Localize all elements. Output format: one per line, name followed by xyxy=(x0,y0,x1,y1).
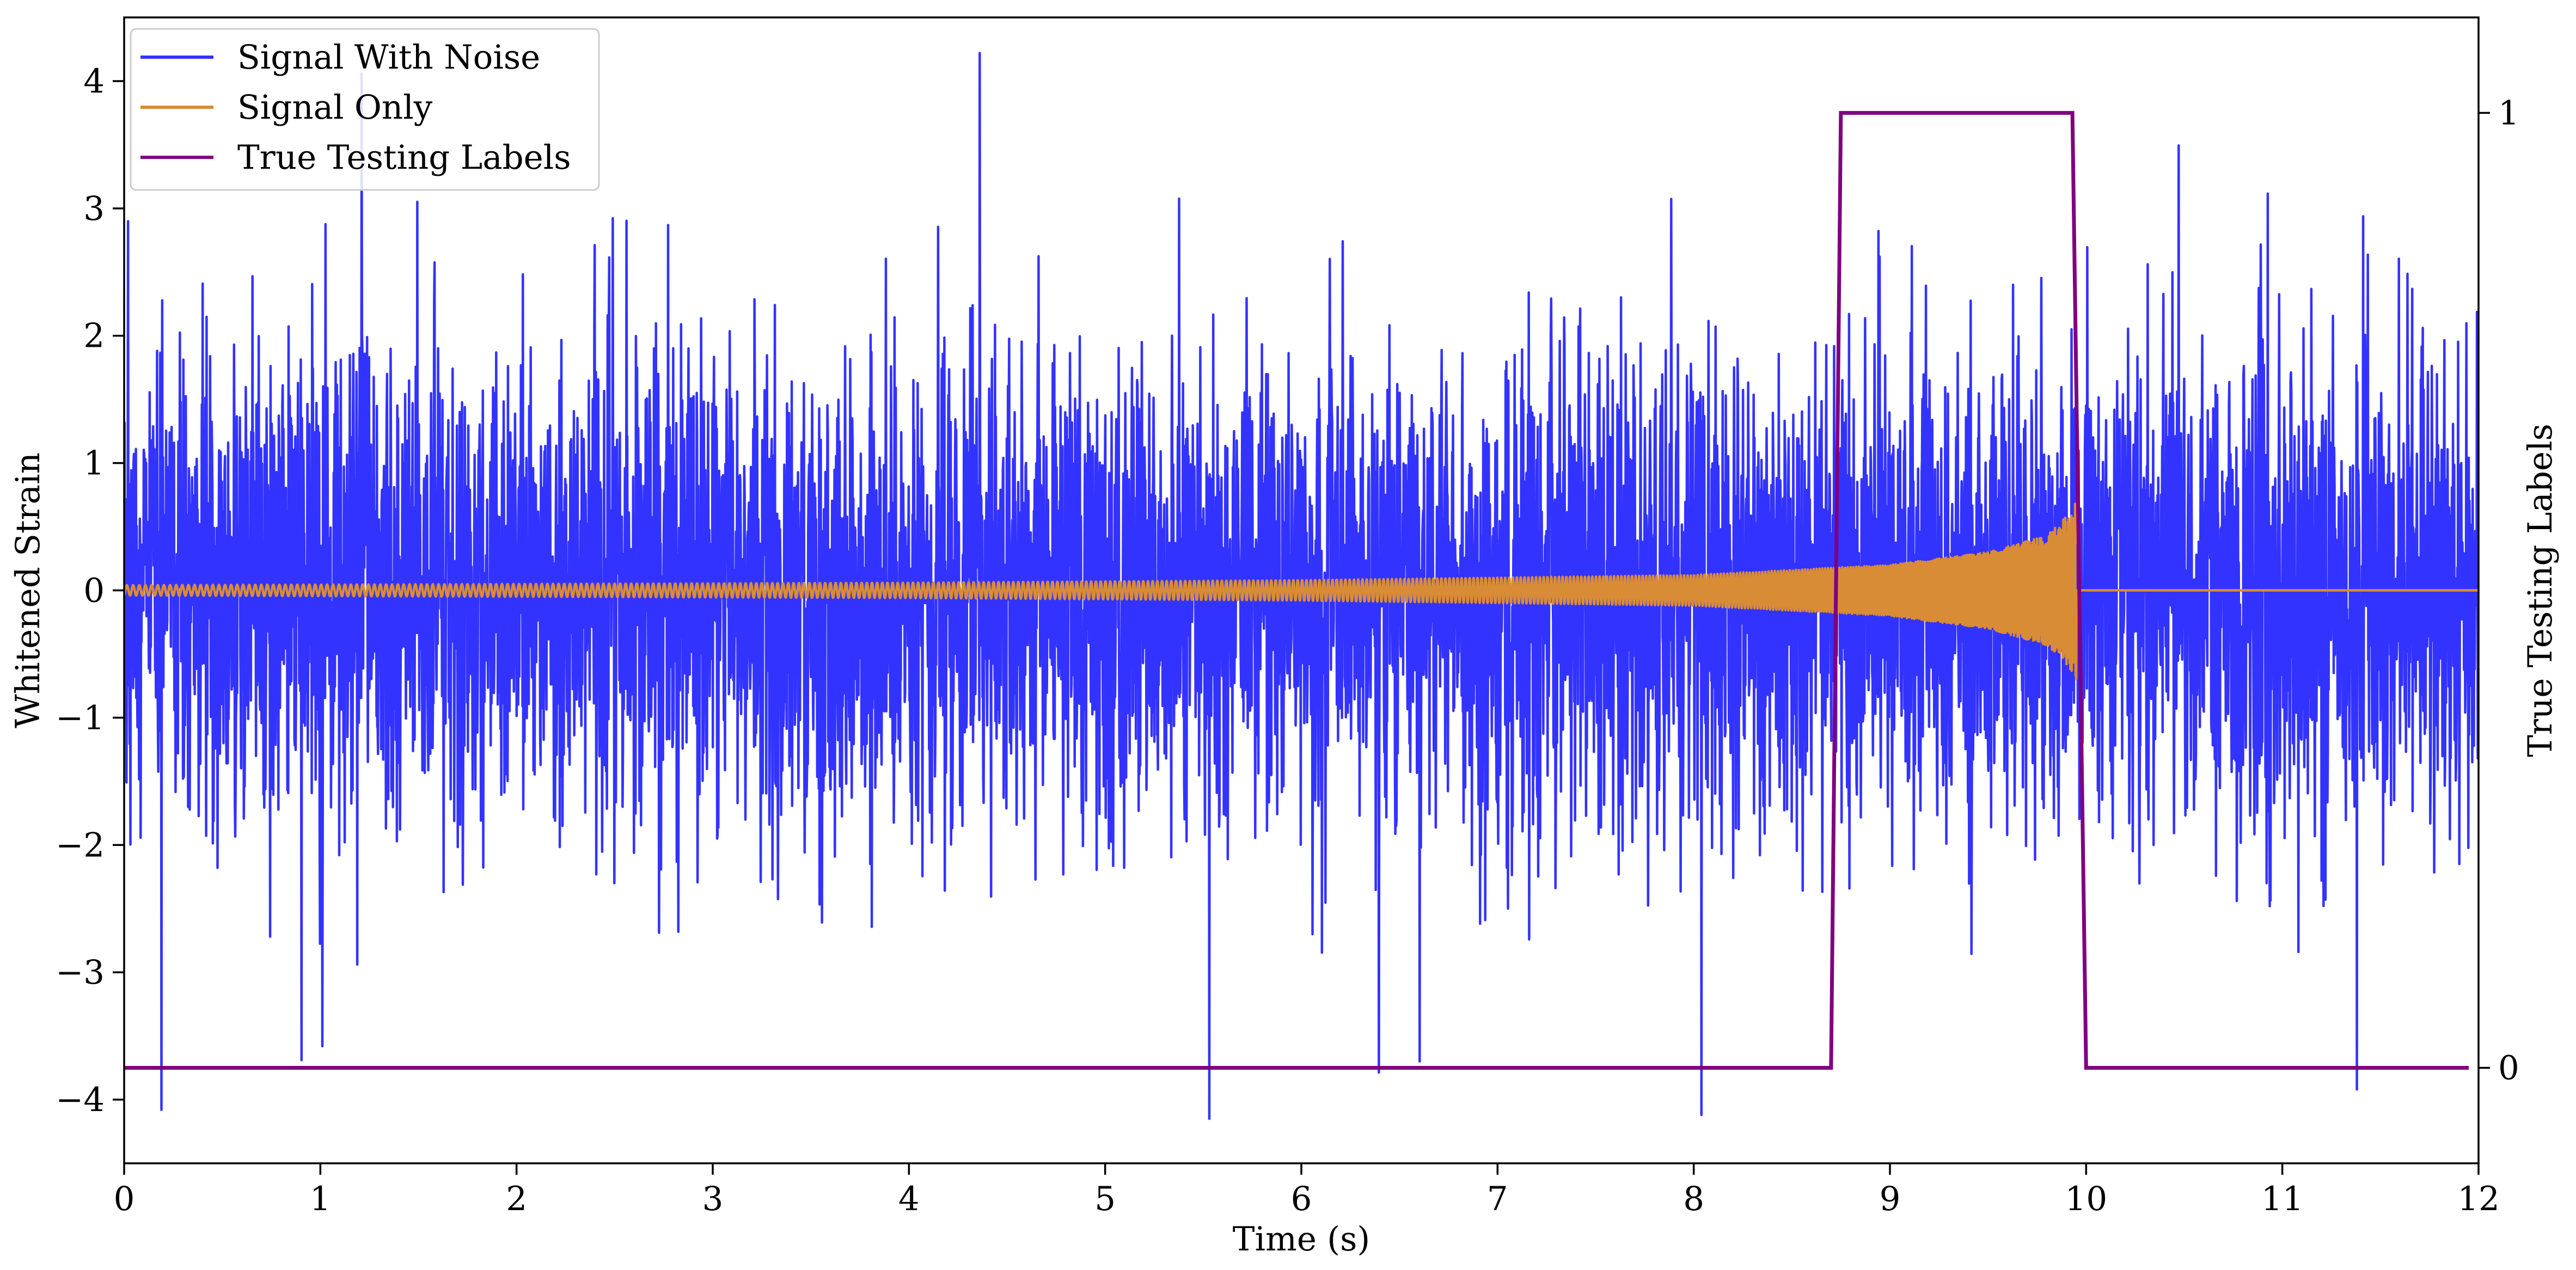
y-tick-label: 4 xyxy=(83,62,105,101)
y-tick-label: −1 xyxy=(56,698,105,737)
x-tick-label: 2 xyxy=(506,1180,527,1218)
legend-label: Signal Only xyxy=(237,88,433,127)
legend: Signal With Noise Signal Only True Testing… xyxy=(130,28,600,191)
y-tick-label: −4 xyxy=(56,1081,105,1119)
series-line-signal-only xyxy=(124,502,2479,680)
x-tick-label: 10 xyxy=(2065,1180,2108,1218)
x-tick-label: 11 xyxy=(2261,1180,2304,1218)
x-tick-label: 4 xyxy=(898,1180,920,1218)
x-tick-label: 3 xyxy=(702,1180,724,1218)
legend-label: True Testing Labels xyxy=(237,138,571,177)
x-tick-label: 0 xyxy=(114,1180,135,1218)
y-tick-label: 1 xyxy=(83,444,105,483)
x-tick-label: 7 xyxy=(1487,1180,1508,1218)
y-tick-label: 2 xyxy=(83,317,105,355)
legend-box xyxy=(130,28,600,191)
y2-axis-title: True Testing Labels xyxy=(2521,424,2560,757)
y-tick-label: −3 xyxy=(56,953,105,992)
x-tick-label: 8 xyxy=(1683,1180,1704,1218)
y2-tick-label: 0 xyxy=(2498,1049,2519,1088)
series-line-signal-with-noise xyxy=(124,52,2479,1120)
x-tick-label: 12 xyxy=(2457,1180,2500,1218)
plot-area xyxy=(124,52,2479,1120)
y-tick-label: 0 xyxy=(83,572,105,610)
series-line-true-testing-labels xyxy=(124,111,2469,1070)
x-tick-label: 1 xyxy=(310,1180,331,1218)
y2-tick-label: 1 xyxy=(2498,94,2519,132)
y-axis-title: Whitened Strain xyxy=(9,452,47,728)
x-tick-label: 9 xyxy=(1880,1180,1901,1218)
legend-label: Signal With Noise xyxy=(237,38,540,77)
x-axis-title: Time (s) xyxy=(1233,1220,1370,1259)
y-tick-label: −2 xyxy=(56,826,105,864)
y-tick-label: 3 xyxy=(83,189,105,228)
x-tick-label: 5 xyxy=(1094,1180,1116,1218)
x-tick-label: 6 xyxy=(1291,1180,1312,1218)
